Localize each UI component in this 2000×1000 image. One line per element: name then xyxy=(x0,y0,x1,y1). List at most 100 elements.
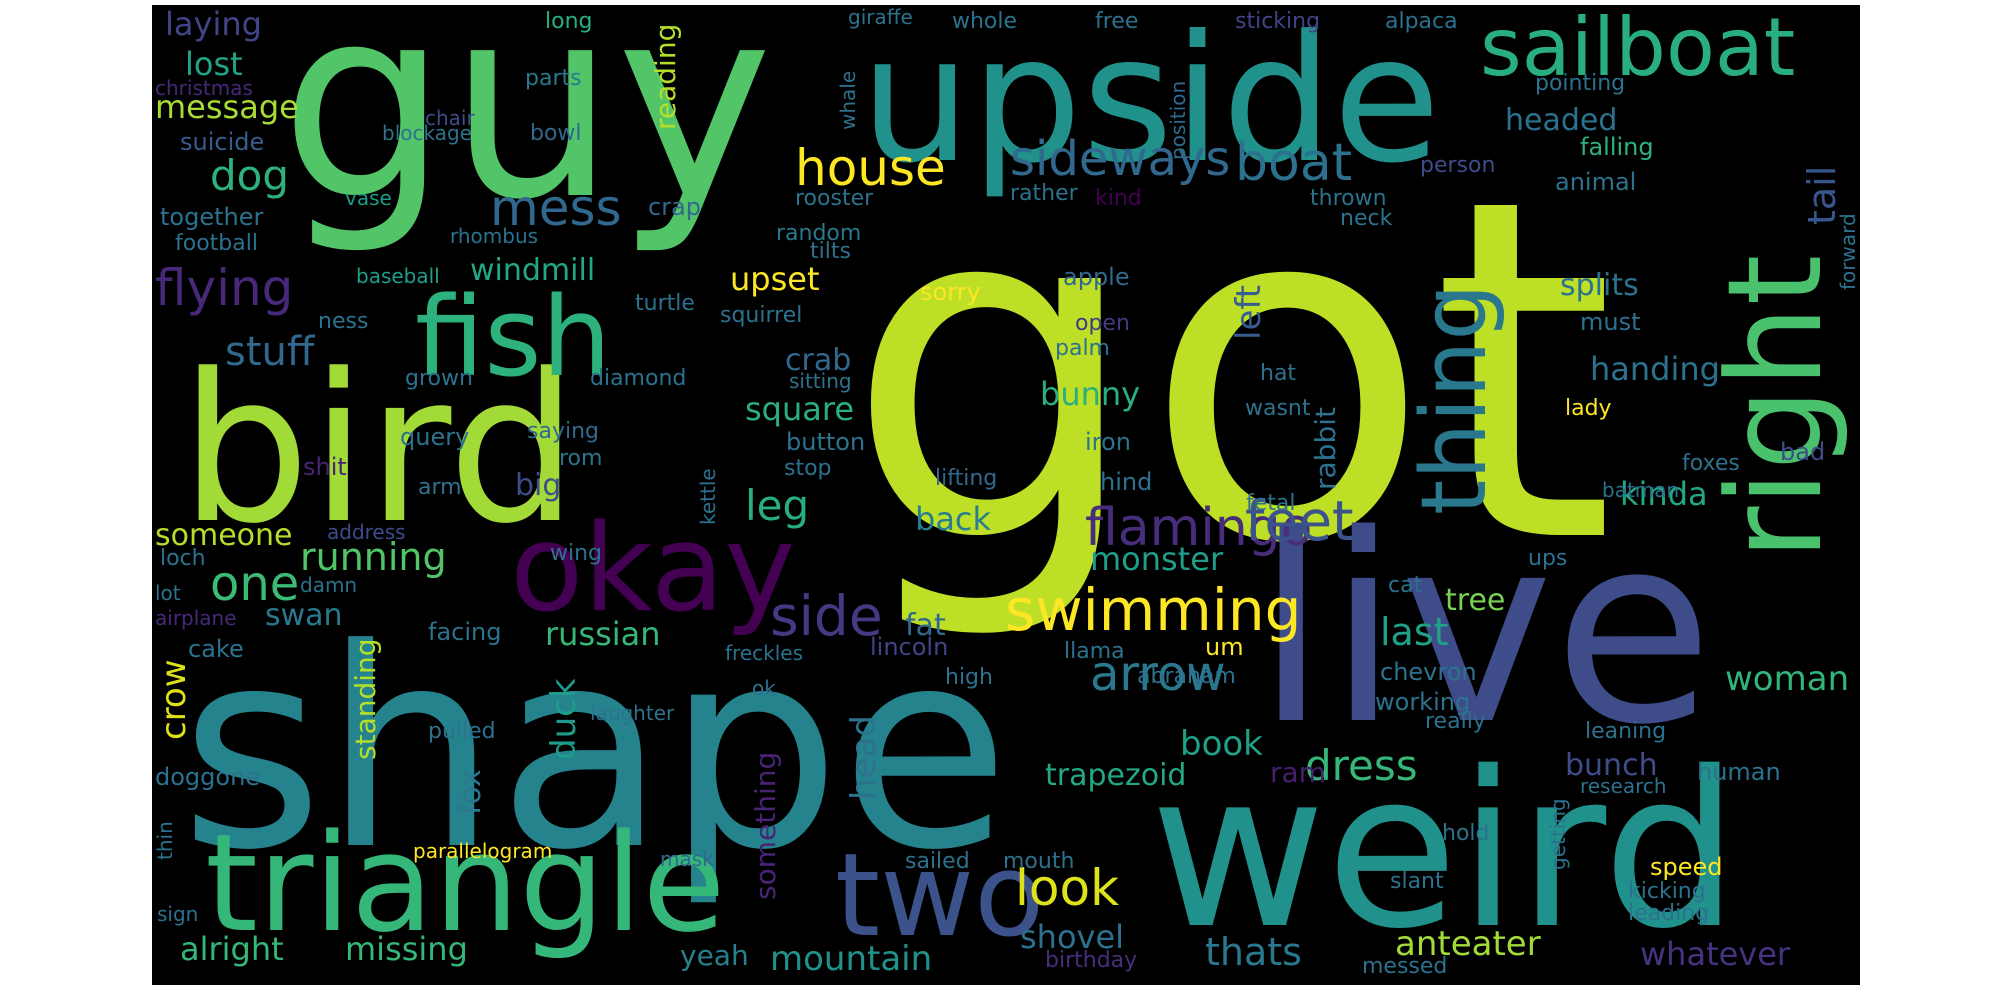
word-animal: animal xyxy=(1555,168,1636,196)
word-alright: alright xyxy=(180,930,284,968)
word-crow: crow xyxy=(154,659,194,740)
word-stop: stop xyxy=(784,456,832,481)
word-hat: hat xyxy=(1260,361,1296,386)
word-lost: lost xyxy=(185,45,243,83)
word-right: right xyxy=(1699,255,1851,560)
word-um: um xyxy=(1205,633,1244,661)
word-weird: weird xyxy=(1150,725,1739,976)
word-mask: mask xyxy=(660,847,714,871)
word-monster: monster xyxy=(1090,540,1224,578)
word-flying: flying xyxy=(155,259,293,317)
word-square: square xyxy=(745,390,854,428)
word-last: last xyxy=(1380,610,1449,654)
word-russian: russian xyxy=(545,615,661,653)
word-baseball: baseball xyxy=(356,264,440,288)
word-rhombus: rhombus xyxy=(450,224,538,248)
word-shovel: shovel xyxy=(1020,918,1124,956)
word-crab: crab xyxy=(785,343,851,378)
word-fetal: fetal xyxy=(1246,491,1296,516)
word-live: live xyxy=(1255,480,1713,782)
word-cat: cat xyxy=(1388,573,1423,598)
word-chair: chair xyxy=(425,106,475,130)
word-leaning: leaning xyxy=(1585,719,1666,744)
word-diamond: diamond xyxy=(590,366,686,391)
word-tilts: tilts xyxy=(810,239,851,264)
word-sorry: sorry xyxy=(920,278,981,306)
word-kind: kind xyxy=(1095,186,1142,211)
word-hold: hold xyxy=(1442,821,1489,846)
word-address: address xyxy=(327,520,406,544)
word-falling: falling xyxy=(1580,133,1654,161)
word-bunch: bunch xyxy=(1565,748,1658,783)
word-rabbit: rabbit xyxy=(1309,407,1342,490)
word-headed: headed xyxy=(1505,103,1617,138)
word-leg: leg xyxy=(745,481,809,530)
word-dress: dress xyxy=(1305,741,1418,790)
word-wasnt: wasnt xyxy=(1245,396,1311,421)
word-mountain: mountain xyxy=(770,939,932,979)
word-fat: fat xyxy=(905,608,946,643)
word-lincoln: lincoln xyxy=(870,633,948,661)
word-swan: swan xyxy=(265,598,343,633)
word-neck: neck xyxy=(1340,206,1393,231)
word-loch: loch xyxy=(160,546,206,571)
word-shit: shit xyxy=(303,453,347,481)
word-open: open xyxy=(1075,311,1130,336)
word-forward: forward xyxy=(1836,213,1860,290)
word-dog: dog xyxy=(210,151,289,200)
word-foxes: foxes xyxy=(1682,451,1740,476)
word-whale: whale xyxy=(836,71,860,130)
word-must: must xyxy=(1580,308,1641,336)
word-wing: wing xyxy=(550,541,602,566)
word-human: human xyxy=(1697,758,1781,786)
word-sign: sign xyxy=(157,902,198,926)
word-rom: rom xyxy=(559,446,602,471)
word-birthday: birthday xyxy=(1045,948,1137,973)
word-apple: apple xyxy=(1063,263,1130,291)
word-one: one xyxy=(210,556,299,612)
word-fish: fish xyxy=(415,273,611,401)
word-whatever: whatever xyxy=(1640,935,1791,973)
word-standing: standing xyxy=(349,638,382,760)
word-leading: leading xyxy=(1628,901,1709,926)
word-fox: fox xyxy=(453,769,488,815)
word-flamingo: flamingo xyxy=(1085,498,1313,558)
word-alpaca: alpaca xyxy=(1385,9,1458,34)
word-lady: lady xyxy=(1565,396,1612,421)
word-arm: arm xyxy=(418,475,462,500)
word-trapezoid: trapezoid xyxy=(1045,758,1186,793)
word-parts: parts xyxy=(525,66,582,91)
word-abraham: abraham xyxy=(1137,664,1236,689)
word-football: football xyxy=(175,231,258,256)
word-bad: bad xyxy=(1780,438,1825,466)
word-really: really xyxy=(1425,709,1486,734)
word-ram: ram xyxy=(1270,756,1326,789)
word-rather: rather xyxy=(1010,181,1079,206)
word-feet: feet xyxy=(1245,489,1354,553)
word-anteater: anteater xyxy=(1395,924,1541,964)
word-together: together xyxy=(160,203,263,231)
word-laughter: laughter xyxy=(590,701,675,725)
word-duck: duck xyxy=(544,678,584,760)
word-cloud-background xyxy=(152,5,1860,985)
word-slant: slant xyxy=(1390,869,1444,894)
word-person: person xyxy=(1420,153,1495,178)
word-message: message xyxy=(155,88,299,126)
word-random: random xyxy=(776,221,861,246)
word-button: button xyxy=(786,428,865,456)
word-thing: thing xyxy=(1402,283,1507,515)
word-chevron: chevron xyxy=(1380,658,1477,686)
word-freckles: freckles xyxy=(725,641,803,665)
word-triangle: triangle xyxy=(205,805,726,962)
word-head: head xyxy=(844,715,884,800)
word-ok: ok xyxy=(752,676,776,700)
word-woman: woman xyxy=(1725,659,1849,699)
word-high: high xyxy=(945,665,993,690)
word-thats: thats xyxy=(1205,930,1302,974)
word-doggone: doggone xyxy=(155,763,260,791)
word-crap: crap xyxy=(648,193,701,221)
word-left: left xyxy=(1229,285,1269,340)
word-query: query xyxy=(400,423,469,451)
word-grown: grown xyxy=(405,366,473,391)
